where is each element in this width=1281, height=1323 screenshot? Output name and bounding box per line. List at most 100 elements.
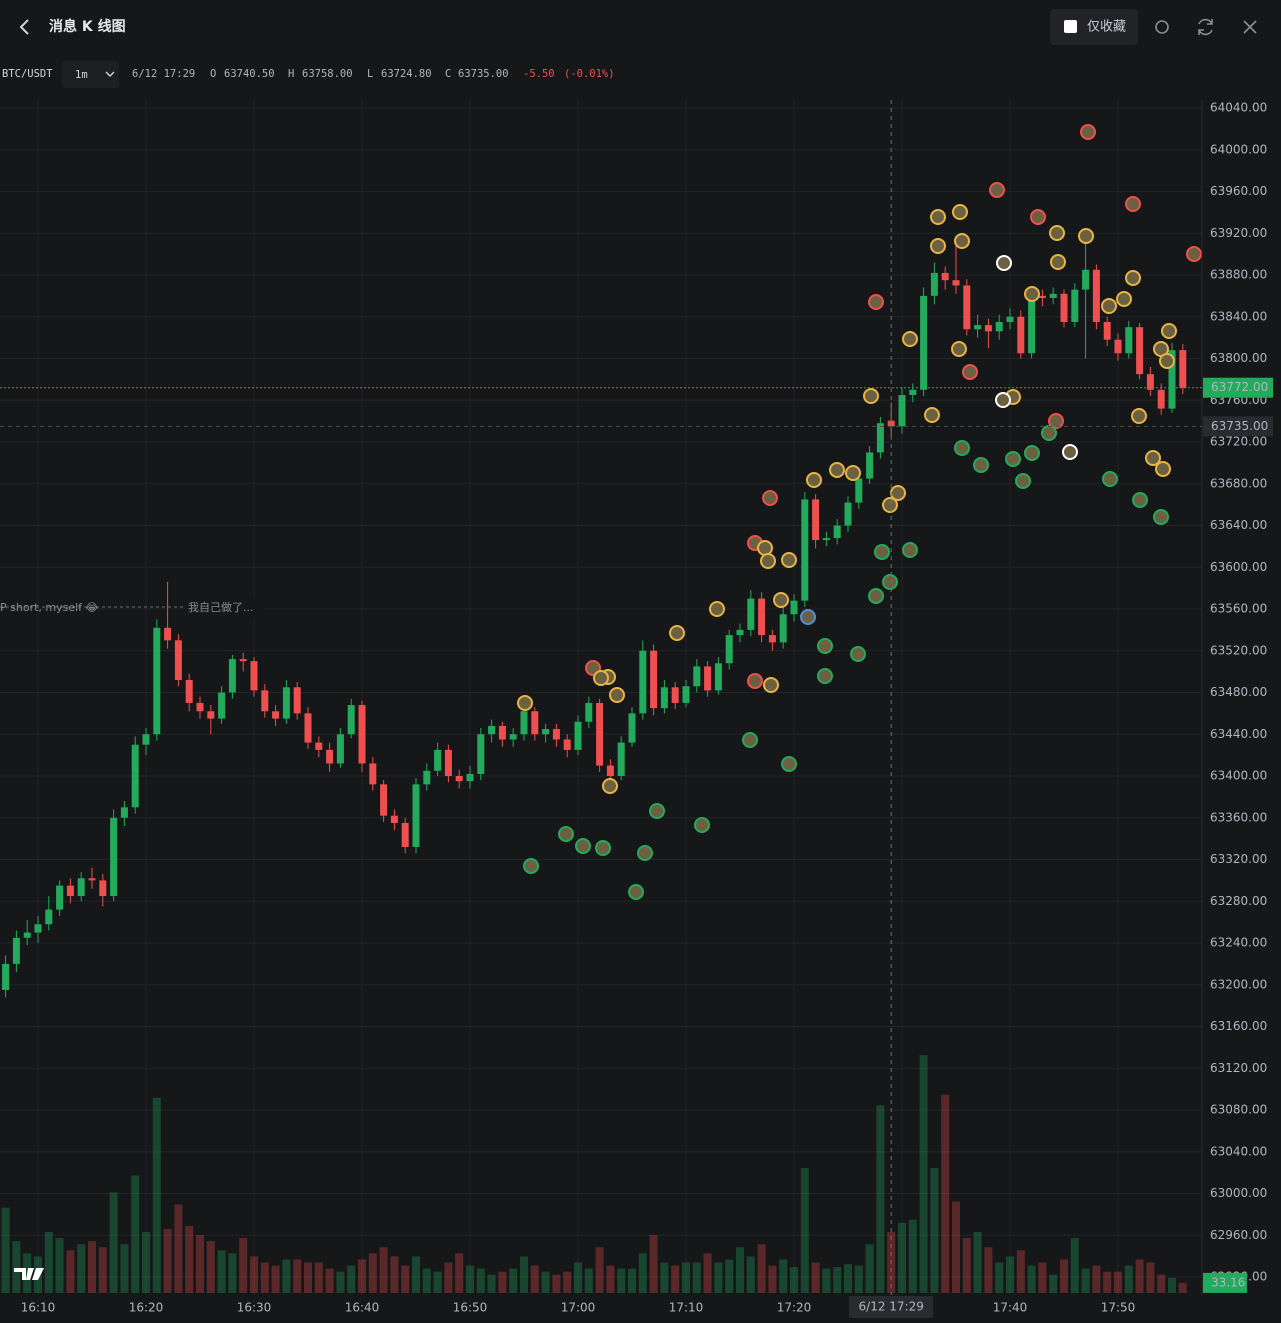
- news-marker[interactable]: [575, 838, 591, 854]
- candle-body: [1049, 293, 1057, 298]
- news-marker[interactable]: [902, 542, 918, 558]
- volume-bar: [995, 1262, 1004, 1293]
- volume-bar: [757, 1244, 766, 1293]
- news-marker[interactable]: [882, 497, 898, 513]
- news-marker[interactable]: [637, 845, 653, 861]
- news-marker[interactable]: [649, 803, 665, 819]
- y-tick-label: 63080.00: [1210, 1103, 1267, 1117]
- news-marker[interactable]: [874, 544, 890, 560]
- news-marker[interactable]: [1080, 124, 1096, 140]
- candle-body: [1168, 350, 1176, 409]
- news-marker[interactable]: [1131, 408, 1147, 424]
- news-marker[interactable]: [1125, 270, 1141, 286]
- news-marker[interactable]: [845, 465, 861, 481]
- news-marker[interactable]: [1005, 451, 1021, 467]
- news-marker[interactable]: [954, 233, 970, 249]
- news-marker[interactable]: [757, 540, 773, 556]
- news-marker[interactable]: [850, 646, 866, 662]
- candle-body: [66, 885, 74, 897]
- candle-body: [347, 705, 355, 735]
- news-marker[interactable]: [829, 462, 845, 478]
- news-marker[interactable]: [1048, 413, 1064, 429]
- news-marker[interactable]: [1155, 461, 1171, 477]
- news-marker[interactable]: [1153, 509, 1169, 525]
- candle-body: [1060, 293, 1068, 322]
- news-marker[interactable]: [1024, 445, 1040, 461]
- news-marker[interactable]: [989, 182, 1005, 198]
- news-marker[interactable]: [962, 364, 978, 380]
- news-marker[interactable]: [747, 673, 763, 689]
- checkbox[interactable]: [1064, 20, 1077, 33]
- news-marker[interactable]: [952, 204, 968, 220]
- news-marker[interactable]: [1186, 246, 1202, 262]
- news-marker[interactable]: [742, 732, 758, 748]
- news-marker[interactable]: [669, 625, 685, 641]
- news-marker[interactable]: [817, 668, 833, 684]
- news-marker[interactable]: [595, 840, 611, 856]
- news-marker[interactable]: [1125, 196, 1141, 212]
- news-marker[interactable]: [995, 392, 1011, 408]
- news-marker[interactable]: [709, 601, 725, 617]
- news-marker[interactable]: [868, 294, 884, 310]
- volume-bar: [1027, 1265, 1036, 1293]
- volume-bar: [725, 1259, 734, 1293]
- news-marker[interactable]: [1078, 228, 1094, 244]
- back-button[interactable]: [19, 19, 29, 35]
- news-marker[interactable]: [760, 553, 776, 569]
- news-marker[interactable]: [1159, 353, 1175, 369]
- news-marker[interactable]: [868, 588, 884, 604]
- news-marker[interactable]: [817, 638, 833, 654]
- news-marker[interactable]: [806, 472, 822, 488]
- news-marker[interactable]: [800, 609, 816, 625]
- news-marker[interactable]: [773, 592, 789, 608]
- news-marker[interactable]: [1145, 450, 1161, 466]
- news-marker[interactable]: [1062, 444, 1078, 460]
- news-marker[interactable]: [523, 858, 539, 874]
- news-marker[interactable]: [1015, 473, 1031, 489]
- volume-bar: [239, 1238, 248, 1293]
- settings-button[interactable]: [1155, 20, 1169, 34]
- favorites-toggle[interactable]: [1050, 9, 1138, 45]
- volume-bar: [898, 1222, 906, 1293]
- news-marker[interactable]: [1102, 471, 1118, 487]
- news-marker[interactable]: [628, 884, 644, 900]
- news-marker[interactable]: [930, 238, 946, 254]
- candle-body: [12, 937, 20, 964]
- refresh-button[interactable]: [1198, 18, 1213, 36]
- news-marker[interactable]: [602, 778, 618, 794]
- news-marker[interactable]: [1116, 291, 1132, 307]
- interval-select[interactable]: [62, 61, 119, 88]
- news-marker[interactable]: [763, 677, 779, 693]
- news-marker[interactable]: [1024, 286, 1040, 302]
- news-marker[interactable]: [973, 457, 989, 473]
- news-marker[interactable]: [1041, 425, 1057, 441]
- volume-bar: [790, 1267, 798, 1293]
- news-marker[interactable]: [609, 687, 625, 703]
- news-marker[interactable]: [517, 695, 533, 711]
- news-marker[interactable]: [902, 331, 918, 347]
- news-marker[interactable]: [762, 490, 778, 506]
- volume-bar: [109, 1192, 118, 1293]
- news-marker[interactable]: [951, 341, 967, 357]
- news-marker[interactable]: [954, 440, 970, 456]
- news-marker[interactable]: [1161, 323, 1177, 339]
- y-tick-label: 63360.00: [1210, 810, 1267, 824]
- news-marker[interactable]: [924, 407, 940, 423]
- news-marker[interactable]: [1030, 209, 1046, 225]
- news-marker[interactable]: [781, 552, 797, 568]
- news-marker[interactable]: [996, 255, 1012, 271]
- news-marker[interactable]: [558, 826, 574, 842]
- news-marker[interactable]: [593, 670, 609, 686]
- news-marker[interactable]: [694, 817, 710, 833]
- news-marker[interactable]: [1050, 254, 1066, 270]
- news-marker[interactable]: [1132, 492, 1148, 508]
- close-button[interactable]: [1243, 20, 1257, 34]
- candle-body: [401, 822, 409, 847]
- news-marker[interactable]: [1101, 298, 1117, 314]
- news-marker[interactable]: [930, 209, 946, 225]
- news-marker[interactable]: [1049, 225, 1065, 241]
- candle-body: [358, 705, 366, 764]
- news-marker[interactable]: [781, 756, 797, 772]
- news-marker[interactable]: [863, 388, 879, 404]
- news-marker[interactable]: [882, 574, 898, 590]
